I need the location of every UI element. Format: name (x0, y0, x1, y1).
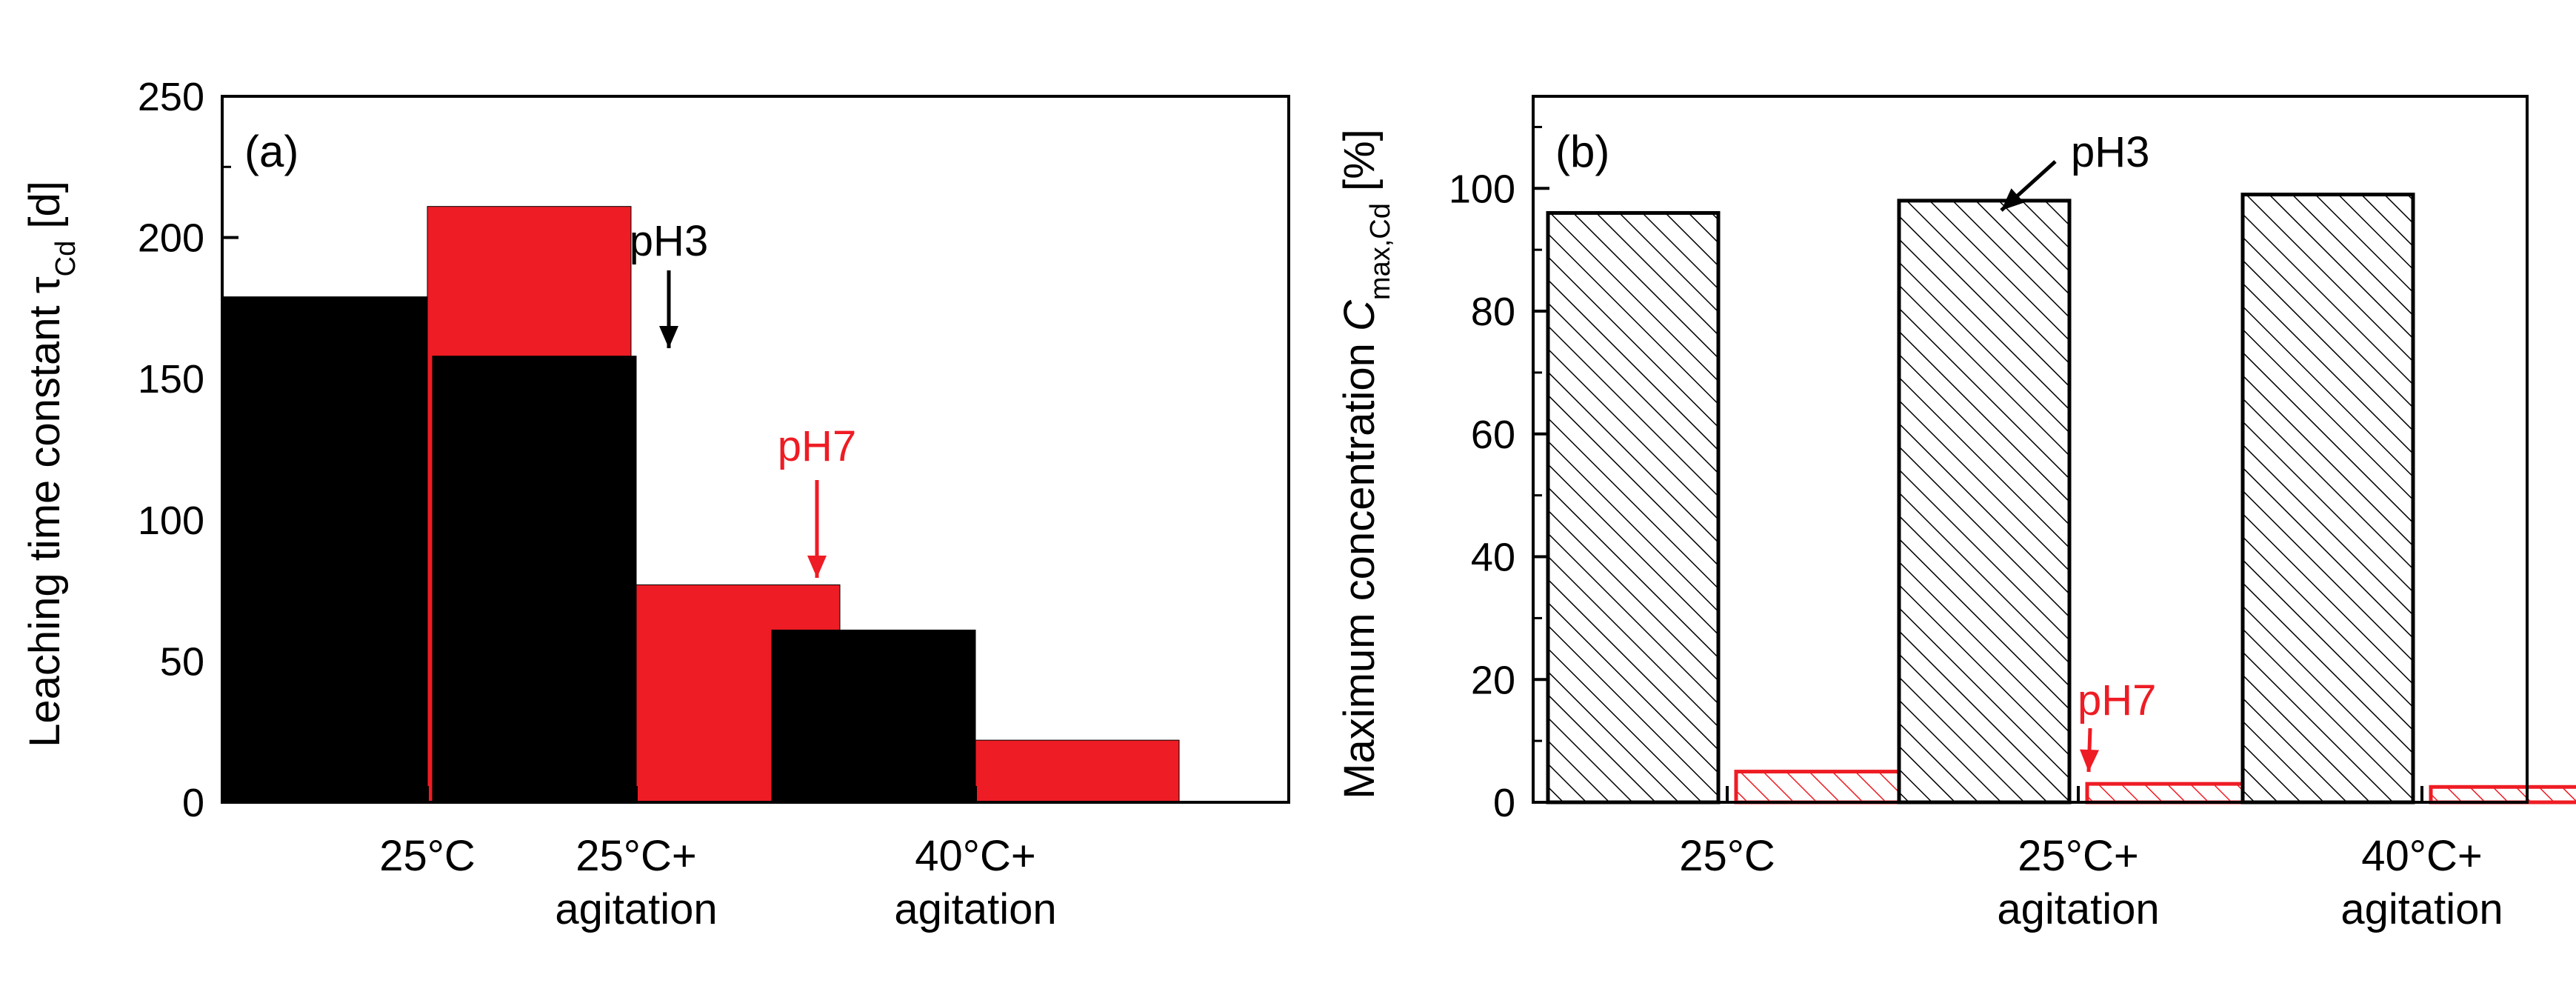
x-category-label-line: 25°C (379, 832, 476, 880)
x-category-label-line: agitation (555, 885, 717, 933)
annotation-ph7-arrow-head (807, 556, 827, 578)
y-axis-title-italic: C (1335, 299, 1384, 331)
bar-ph7-3 (975, 739, 1180, 803)
y-axis-title-unit: [d] (21, 181, 69, 241)
chart-panel-a: 0 50 100 150 200 250 25°C 25°C+ agitation 40°C+ ag… (21, 75, 1290, 933)
x-category-label-line: 40°C+ (2361, 832, 2482, 880)
y-tick-label: 250 (138, 75, 204, 119)
bar-ph7-2 (2085, 782, 2260, 805)
y-axis-title-sub: Cd (50, 241, 81, 277)
bar-ph7-1 (1734, 770, 1909, 805)
y-tick-label: 40 (1471, 536, 1515, 580)
x-category-label-line: agitation (1997, 885, 2159, 933)
plot-frame (1532, 95, 2529, 804)
bar-ph3-3 (2240, 193, 2415, 805)
x-category-label: 40°C+ agitation (2340, 832, 2503, 933)
annotation-ph3-label: pH3 (630, 217, 708, 265)
y-tick-label: 20 (1471, 658, 1515, 702)
annotation-ph3-arrow-head (2001, 188, 2024, 210)
bar-ph7-3 (2429, 785, 2576, 805)
bar-ph3-2 (432, 356, 637, 803)
annotation-ph3-arrow-head (659, 326, 678, 348)
x-category-label: 25°C+ agitation (555, 832, 717, 933)
y-tick-label: 60 (1471, 413, 1515, 457)
y-axis-title-main: Maximum concentration (1335, 331, 1384, 799)
y-tick-label: 100 (1449, 167, 1515, 211)
x-category-label-line: agitation (2340, 885, 2503, 933)
bar-ph3-1 (1546, 210, 1721, 805)
y-axis-title-unit: [%] (1335, 129, 1384, 203)
y-tick-label: 50 (160, 639, 204, 684)
panel-label: (a) (244, 127, 298, 176)
annotation-ph7-label: pH7 (778, 422, 856, 470)
annotation-ph3-label: pH3 (2071, 128, 2149, 176)
x-category-label: 40°C+ agitation (894, 832, 1056, 933)
x-category-label-line: agitation (894, 885, 1056, 933)
y-tick-label: 100 (138, 499, 204, 543)
y-tick-label: 200 (138, 216, 204, 261)
y-axis-title: Leaching time constant τCd [d] (21, 181, 81, 747)
x-category-label-line: 25°C+ (2018, 832, 2138, 880)
y-axis-title-main: Leaching time constant τ (21, 276, 69, 747)
x-category-label: 25°C+ agitation (1997, 832, 2159, 933)
y-axis-title-sub: max,Cd (1365, 203, 1396, 300)
chart-panel-b: 0 20 40 60 80 100 25°C 25°C+ agitation 40°C+ agita… (1335, 95, 2576, 933)
y-tick-label: 0 (1493, 781, 1515, 825)
x-category-label-line: 25°C+ (575, 832, 696, 880)
bar-ph3-3 (771, 629, 976, 803)
panel-label: (b) (1555, 127, 1609, 176)
annotation-ph7-label: pH7 (2078, 676, 2156, 724)
x-category-label-line: 25°C (1679, 832, 1775, 880)
y-tick-label: 80 (1471, 290, 1515, 334)
bar-ph3-1 (223, 296, 428, 803)
bar-ph3-2 (1897, 199, 2072, 805)
y-tick-label: 0 (182, 781, 204, 825)
x-category-label-line: 40°C+ (915, 832, 1035, 880)
y-tick-label: 150 (138, 357, 204, 402)
annotation-ph7-arrow-head (2080, 749, 2100, 772)
x-category-label: 25°C (1679, 832, 1775, 880)
x-category-label: 25°C (379, 832, 476, 880)
y-axis-title: Maximum concentration Cmax,Cd [%] (1335, 129, 1396, 799)
